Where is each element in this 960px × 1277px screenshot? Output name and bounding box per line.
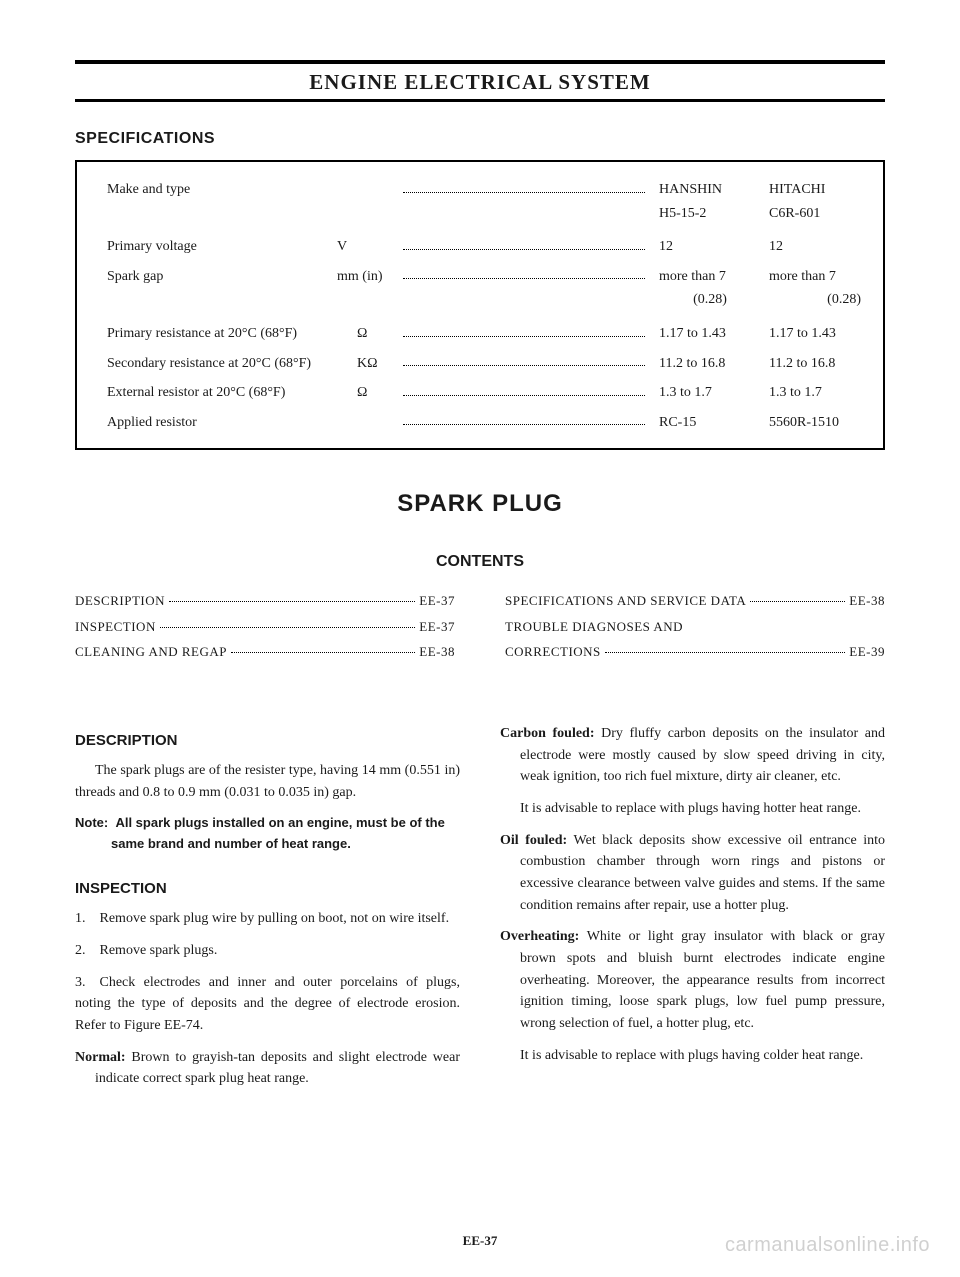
contents-item: DESCRIPTION EE-37 [75,591,455,611]
normal-def: Normal: Brown to grayish-tan deposits an… [75,1047,460,1090]
inspection-step: 2. Remove spark plugs. [75,940,460,962]
spec-heading: SPECIFICATIONS [75,130,885,148]
main-heading: SPARK PLUG [75,490,885,518]
carbon-fouled-def: Carbon fouled: Dry fluffy carbon deposit… [500,723,885,788]
contents-item: SPECIFICATIONS AND SERVICE DATA EE-38 [505,591,885,611]
overheating-cont: It is advisable to replace with plugs ha… [500,1045,885,1067]
overheating-def: Overheating: White or light gray insulat… [500,926,885,1034]
spec-row: Primary voltage V 12 12 [107,237,861,257]
watermark: carmanualsonline.info [725,1234,930,1257]
body-columns: DESCRIPTION The spark plugs are of the r… [75,723,885,1100]
spec-row: Primary resistance at 20°C (68°F) Ω 1.17… [107,324,861,344]
contents-item: TROUBLE DIAGNOSES AND [505,617,885,637]
contents-col-left: DESCRIPTION EE-37 INSPECTION EE-37 CLEAN… [75,591,455,668]
inspection-heading: INSPECTION [75,877,460,900]
carbon-fouled-cont: It is advisable to replace with plugs ha… [500,798,885,820]
spec-row: Secondary resistance at 20°C (68°F) KΩ 1… [107,354,861,374]
spec-row: Spark gap mm (in) more than 7 more than … [107,267,861,287]
inspection-step: 1. Remove spark plug wire by pulling on … [75,908,460,930]
spec-row: H5-15-2 C6R-601 [107,204,861,224]
contents-item: CLEANING AND REGAP EE-38 [75,642,455,662]
contents-item: CORRECTIONS EE-39 [505,642,885,662]
page-title: ENGINE ELECTRICAL SYSTEM [75,70,885,102]
spec-row: (0.28) (0.28) [107,290,861,310]
description-para: The spark plugs are of the resister type… [75,760,460,803]
contents-block: DESCRIPTION EE-37 INSPECTION EE-37 CLEAN… [75,591,885,668]
note-para: Note: All spark plugs installed on an en… [75,813,460,855]
spec-row: Make and type HANSHIN HITACHI [107,180,861,200]
spec-row: External resistor at 20°C (68°F) Ω 1.3 t… [107,383,861,403]
inspection-step: 3. Check electrodes and inner and outer … [75,972,460,1037]
contents-item: INSPECTION EE-37 [75,617,455,637]
oil-fouled-def: Oil fouled: Wet black deposits show exce… [500,830,885,917]
spec-table: Make and type HANSHIN HITACHI H5-15-2 C6… [75,160,885,450]
contents-heading: CONTENTS [75,553,885,571]
top-rule [75,60,885,64]
description-heading: DESCRIPTION [75,729,460,752]
body-col-left: DESCRIPTION The spark plugs are of the r… [75,723,460,1100]
spec-row: Applied resistor RC-15 5560R-1510 [107,413,861,433]
body-col-right: Carbon fouled: Dry fluffy carbon deposit… [500,723,885,1100]
contents-col-right: SPECIFICATIONS AND SERVICE DATA EE-38 TR… [505,591,885,668]
